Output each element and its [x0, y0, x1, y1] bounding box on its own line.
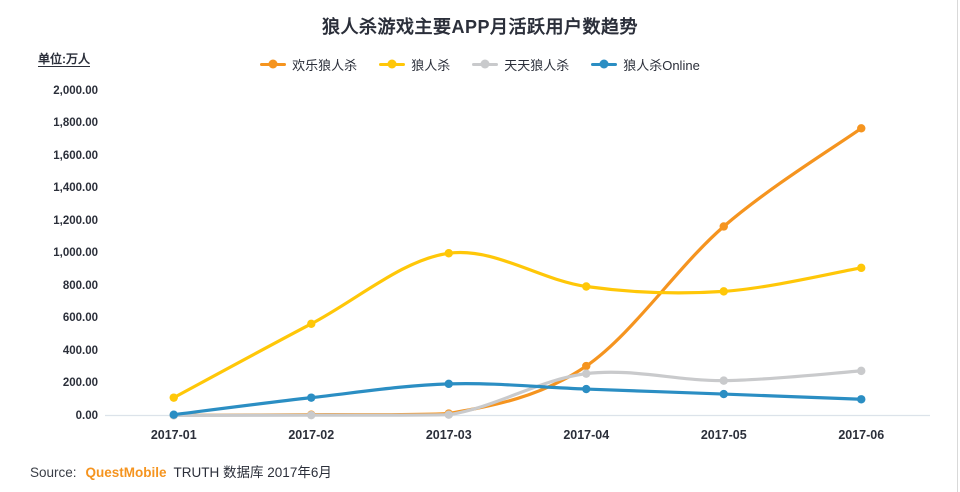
series-line-狼人杀Online — [172, 382, 863, 417]
x-tick-label: 2017-06 — [838, 428, 885, 442]
series-point-欢乐狼人杀-2017-05 — [719, 222, 728, 231]
source-prefix: Source: — [30, 465, 77, 480]
y-tick-label: 1,200.00 — [53, 214, 98, 227]
y-tick-label: 1,600.00 — [53, 149, 98, 162]
series-point-天天狼人杀-2017-05 — [719, 376, 728, 385]
legend-dot-icon — [268, 59, 278, 69]
series-point-狼人杀-2017-05 — [719, 287, 728, 296]
series-point-狼人杀Online-2017-05 — [719, 389, 728, 399]
series-point-欢乐狼人杀-2017-04 — [582, 361, 591, 371]
series-point-天天狼人杀-2017-04 — [582, 369, 591, 378]
legend-label: 欢乐狼人杀 — [292, 57, 358, 73]
x-tick-label: 2017-04 — [563, 428, 610, 442]
legend-dot-icon — [387, 59, 397, 69]
y-tick-label: 800.00 — [62, 279, 98, 292]
series-line-天天狼人杀 — [172, 369, 863, 417]
line-series-icon — [472, 59, 499, 69]
y-tick-label: 0.00 — [75, 409, 98, 422]
legend-item-狼人杀Online[interactable]: 狼人杀Online — [591, 55, 700, 74]
y-tick-label: 1,400.00 — [53, 182, 98, 195]
x-tick-label: 2017-05 — [700, 428, 747, 442]
window-right-edge — [957, 0, 958, 492]
x-tick-label: 2017-02 — [288, 428, 335, 442]
source-suffix: TRUTH 数据库 2017年6月 — [173, 465, 332, 480]
series-point-狼人杀Online-2017-03 — [444, 379, 453, 389]
legend-item-天天狼人杀[interactable]: 天天狼人杀 — [472, 55, 569, 74]
y-tick-label: 600.00 — [62, 312, 98, 325]
series-point-狼人杀-2017-01 — [169, 393, 178, 402]
chart-legend: 欢乐狼人杀 狼人杀 天天狼人杀 狼人杀Online — [0, 55, 960, 73]
line-series-icon — [591, 59, 618, 69]
y-tick-label: 200.00 — [62, 377, 98, 390]
line-series-icon — [260, 59, 287, 69]
legend-item-欢乐狼人杀[interactable]: 欢乐狼人杀 — [260, 55, 357, 74]
series-point-天天狼人杀-2017-06 — [857, 366, 866, 376]
x-axis-labels: 2017-01 2017-02 2017-03 2017-04 2017-05 2017-… — [0, 428, 960, 446]
source-row: Source: QuestMobile TRUTH 数据库 2017年6月 — [30, 461, 332, 481]
x-tick-label: 2017-01 — [150, 428, 197, 442]
y-tick-label: 2,000.00 — [53, 85, 98, 97]
x-tick-label: 2017-03 — [425, 428, 472, 442]
series-point-狼人杀Online-2017-06 — [857, 395, 866, 404]
legend-dot-icon — [480, 59, 490, 69]
series-point-狼人杀Online-2017-02 — [307, 393, 316, 402]
series-point-天天狼人杀-2017-02 — [307, 410, 316, 420]
series-line-狼人杀 — [172, 250, 863, 400]
y-tick-label: 1,000.00 — [53, 247, 98, 260]
series-point-狼人杀Online-2017-01 — [169, 410, 178, 419]
y-tick-label: 400.00 — [62, 344, 98, 357]
series-point-天天狼人杀-2017-03 — [444, 410, 453, 419]
series-point-狼人杀-2017-06 — [857, 263, 866, 273]
y-tick-label: 1,800.00 — [53, 117, 98, 130]
line-series-icon — [379, 59, 406, 69]
legend-label: 狼人杀Online — [623, 57, 700, 73]
legend-label: 天天狼人杀 — [504, 57, 570, 73]
unit-label: 单位:万人 — [38, 52, 90, 66]
legend-label: 狼人杀 — [411, 57, 451, 73]
chart-title: 狼人杀游戏主要APP月活跃用户数趋势 — [321, 17, 638, 37]
series-point-狼人杀-2017-03 — [444, 249, 453, 258]
series-point-欢乐狼人杀-2017-06 — [857, 124, 866, 133]
legend-item-狼人杀[interactable]: 狼人杀 — [379, 55, 450, 74]
legend-dot-icon — [599, 59, 609, 69]
series-point-狼人杀Online-2017-04 — [582, 384, 591, 394]
series-point-狼人杀-2017-04 — [582, 282, 591, 291]
series-point-狼人杀-2017-02 — [307, 319, 316, 329]
source-brand: QuestMobile — [85, 465, 167, 480]
series-line-欢乐狼人杀 — [172, 126, 863, 417]
